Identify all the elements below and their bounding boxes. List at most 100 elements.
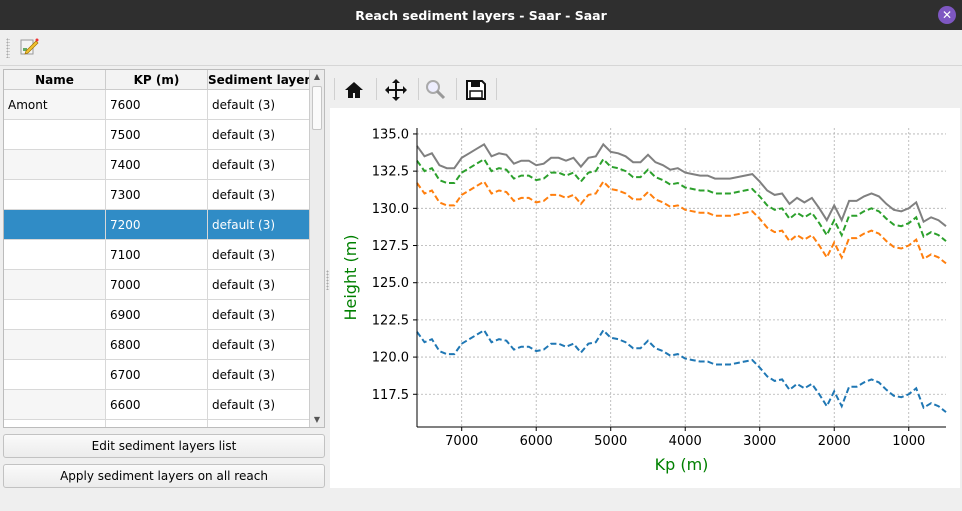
zoom-icon[interactable] [422,76,450,102]
main-toolbar [0,30,962,66]
window-title: Reach sediment layers - Saar - Saar [355,7,607,23]
cell-name[interactable] [4,180,106,209]
cell-kp[interactable]: 7400 [106,150,208,179]
x-tick-label: 5000 [594,434,627,449]
sediment-table: Name KP (m) Sediment layers Amont 7600 def… [3,69,325,428]
cell-sediment-layers[interactable]: default (3) [208,150,310,179]
table-row[interactable]: Amont 7600 default (3) [4,90,324,120]
scrollbar-thumb[interactable] [312,86,322,130]
cell-kp[interactable]: 7600 [106,90,208,119]
table-row[interactable]: 6700 default (3) [4,360,324,390]
separator [418,78,419,100]
cell-kp[interactable]: 6900 [106,300,208,329]
series-line-1 [416,157,947,242]
cell-kp[interactable]: 6600 [106,390,208,419]
separator [456,78,457,100]
cell-sediment-layers[interactable]: default (3) [208,240,310,269]
x-tick-label: 4000 [669,434,702,449]
cell-name[interactable] [4,270,106,299]
cell-name[interactable] [4,210,106,239]
cell-sediment-layers[interactable]: default (3) [208,270,310,299]
height-profile-chart: 7000 6000 5000 4000 3000 2000 1000 117.5 120.0 12… [341,127,947,474]
cell-name[interactable] [4,390,106,419]
close-icon[interactable]: ✕ [938,6,956,24]
x-axis-label: Kp (m) [655,455,709,474]
toolbar-grip[interactable] [6,38,10,58]
table-row[interactable]: 7200 default (3) [4,210,324,240]
table-row[interactable]: 6600 default (3) [4,390,324,420]
cell-kp[interactable]: 7300 [106,180,208,209]
plot-toolbar [330,70,962,108]
save-icon[interactable] [462,76,490,102]
header-sediment-layers[interactable]: Sediment layers [208,70,310,89]
home-icon[interactable] [340,76,368,102]
splitter-handle[interactable] [326,270,329,290]
plot-canvas[interactable]: 7000 6000 5000 4000 3000 2000 1000 117.5 120.0 12… [330,108,960,488]
y-axis-label: Height (m) [341,234,360,320]
cell-sediment-layers[interactable]: default (3) [208,390,310,419]
series-line-2 [416,180,947,265]
y-tick-label: 135.0 [372,127,409,142]
y-tick-label: 132.5 [372,165,409,180]
cell-kp[interactable]: 6700 [106,360,208,389]
table-row[interactable]: 6800 default (3) [4,330,324,360]
table-row[interactable]: 7500 default (3) [4,120,324,150]
cell-name[interactable] [4,300,106,329]
cell-kp[interactable]: 7100 [106,240,208,269]
cell-name[interactable] [4,360,106,389]
separator [334,78,335,100]
cell-kp[interactable]: 7200 [106,210,208,239]
header-name[interactable]: Name [4,70,106,89]
cell-sediment-layers[interactable]: default (3) [208,300,310,329]
y-tick-label: 120.0 [372,351,409,366]
table-row[interactable]: 7000 default (3) [4,270,324,300]
table-row[interactable]: 6900 default (3) [4,300,324,330]
cell-kp[interactable]: 7000 [106,270,208,299]
cell-name[interactable] [4,420,106,427]
y-tick-label: 127.5 [372,239,409,254]
x-tick-label: 7000 [445,434,478,449]
y-tick-label: 130.0 [372,202,409,217]
cell-kp[interactable]: 7500 [106,120,208,149]
x-tick-label: 1000 [892,434,925,449]
title-bar: Reach sediment layers - Saar - Saar ✕ [0,0,962,30]
cell-name[interactable] [4,240,106,269]
cell-sediment-layers[interactable]: default (3) [208,180,310,209]
table-row[interactable]: 7300 default (3) [4,180,324,210]
edit-document-icon[interactable] [18,36,40,58]
cell-sediment-layers[interactable] [208,420,310,427]
y-tick-label: 125.0 [372,276,409,291]
pan-icon[interactable] [382,76,410,102]
cell-kp[interactable] [106,420,208,427]
series-line-3 [416,328,947,413]
x-tick-label: 6000 [520,434,553,449]
cell-sediment-layers[interactable]: default (3) [208,330,310,359]
vertical-scrollbar[interactable]: ▲ ▼ [309,70,324,427]
edit-sediment-layers-button[interactable]: Edit sediment layers list [3,434,325,458]
x-tick-label: 3000 [743,434,776,449]
table-row[interactable]: 7100 default (3) [4,240,324,270]
cell-sediment-layers[interactable]: default (3) [208,120,310,149]
cell-name[interactable] [4,150,106,179]
separator [376,78,377,100]
table-row[interactable]: 7400 default (3) [4,150,324,180]
cell-sediment-layers[interactable]: default (3) [208,210,310,239]
cell-name[interactable] [4,330,106,359]
y-tick-label: 117.5 [372,388,409,403]
apply-sediment-layers-button[interactable]: Apply sediment layers on all reach [3,464,325,488]
table-row[interactable] [4,420,324,427]
cell-name[interactable]: Amont [4,90,106,119]
cell-sediment-layers[interactable]: default (3) [208,360,310,389]
scroll-up-icon[interactable]: ▲ [313,72,321,81]
table-header: Name KP (m) Sediment layers [4,70,324,90]
cell-kp[interactable]: 6800 [106,330,208,359]
y-tick-label: 122.5 [372,313,409,328]
cell-name[interactable] [4,120,106,149]
series-line-0 [416,142,947,227]
status-bar [0,490,962,511]
header-kp[interactable]: KP (m) [106,70,208,89]
scroll-down-icon[interactable]: ▼ [313,415,321,424]
cell-sediment-layers[interactable]: default (3) [208,90,310,119]
x-tick-label: 2000 [818,434,851,449]
separator [496,78,497,100]
